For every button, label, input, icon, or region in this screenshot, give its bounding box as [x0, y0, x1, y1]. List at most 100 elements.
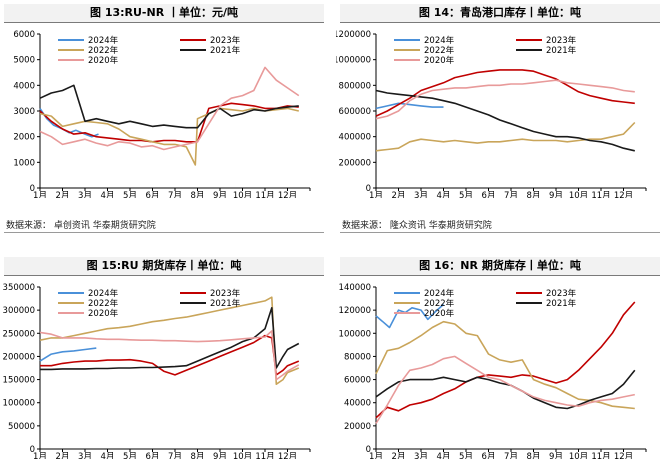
- series-line-2021年: [40, 306, 300, 371]
- legend-label: 2023年: [210, 288, 241, 299]
- y-tick-label: 50000: [8, 422, 35, 432]
- chart-ru-nr: 0 1000 2000 3000 4000 5000 6000 1月 2月 3月 4月 5月 6月 7月 8…: [13, 30, 311, 198]
- x-tick-label: 3月: [78, 452, 92, 459]
- legend-label: 2022年: [88, 298, 119, 309]
- x-tick-label: 10月: [233, 191, 252, 198]
- x-tick-label: 11月: [591, 191, 610, 198]
- y-tick-label: 1000000: [336, 56, 371, 66]
- x-tick-label: 7月: [168, 452, 182, 459]
- chart-panel-qingdao-inventory: 图 14：青岛港口库存丨单位：吨 0 200000 400000 600000 8000…: [336, 0, 664, 233]
- chart-nr-futures-inventory: 0 20000 40000 60000 80000 100000 120000 140000 1…: [339, 283, 647, 459]
- series-line-2024年: [375, 102, 444, 110]
- y-tick-label: 0: [366, 184, 371, 194]
- legend-label: 2024年: [424, 288, 455, 299]
- x-tick-label: 4月: [101, 452, 115, 459]
- series-line-2022年: [375, 121, 636, 152]
- legend-label: 2022年: [88, 45, 119, 56]
- y-tick-label: 350000: [3, 283, 35, 293]
- x-tick-label: 9月: [549, 191, 563, 198]
- series-line-2020年: [375, 355, 635, 424]
- x-tick-label: 4月: [437, 452, 451, 459]
- legend-label: 2021年: [546, 45, 577, 56]
- y-tick-label: 0: [30, 184, 35, 194]
- y-tick-label: 20000: [344, 422, 371, 432]
- title-divider: [4, 22, 324, 23]
- x-tick-label: 12月: [614, 452, 633, 459]
- y-tick-label: 200000: [3, 352, 35, 362]
- bottom-divider: [4, 232, 324, 233]
- series-line-2024年: [39, 347, 97, 362]
- series-line-2020年: [39, 330, 300, 381]
- series-line-2020年: [39, 66, 300, 151]
- legend-label: 2022年: [424, 298, 455, 309]
- legend-label: 2021年: [546, 298, 577, 309]
- chart-title: 图 14：青岛港口库存丨单位：吨: [340, 4, 660, 22]
- x-tick-label: 6月: [482, 191, 496, 198]
- series-line-2023年: [40, 334, 300, 376]
- y-tick-label: 3000: [13, 107, 35, 117]
- chart-title: 图 16：NR 期货库存丨单位：吨: [340, 257, 660, 275]
- x-tick-label: 7月: [168, 191, 182, 198]
- legend-label: 2024年: [424, 35, 455, 46]
- x-tick-label: 1月: [33, 452, 47, 459]
- x-tick-label: 11月: [255, 452, 274, 459]
- series-line-2022年: [39, 107, 299, 166]
- source-note: 数据来源： 隆众资讯 华泰期货研究院: [342, 221, 492, 231]
- legend-label: 2021年: [210, 298, 241, 309]
- x-tick-label: 1月: [369, 191, 383, 198]
- series-line-2024年: [375, 303, 445, 329]
- legend-label: 2023年: [546, 35, 577, 46]
- legend-label: 2024年: [88, 288, 119, 299]
- series-line-2023年: [39, 102, 299, 143]
- x-tick-label: 5月: [123, 452, 137, 459]
- y-tick-label: 1000: [13, 158, 35, 168]
- x-tick-label: 6月: [146, 452, 160, 459]
- y-tick-label: 5000: [13, 56, 35, 66]
- series-line-2021年: [39, 84, 299, 129]
- legend-label: 2021年: [210, 45, 241, 56]
- series-line-2023年: [375, 301, 636, 419]
- x-tick-label: 5月: [459, 191, 473, 198]
- x-tick-label: 1月: [33, 191, 47, 198]
- legend-label: 2020年: [88, 55, 119, 66]
- legend-label: 2020年: [424, 308, 455, 319]
- x-tick-label: 2月: [392, 452, 406, 459]
- y-tick-label: 60000: [344, 376, 371, 386]
- y-tick-label: 0: [366, 445, 371, 455]
- x-tick-label: 4月: [101, 191, 115, 198]
- legend-label: 2020年: [424, 55, 455, 66]
- x-tick-label: 7月: [504, 191, 518, 198]
- y-tick-label: 200000: [339, 158, 371, 168]
- chart-title: 图 15:RU 期货库存丨单位：吨: [4, 257, 324, 275]
- legend-label: 2020年: [88, 308, 119, 319]
- x-tick-label: 8月: [191, 191, 205, 198]
- x-tick-label: 6月: [146, 191, 160, 198]
- y-tick-label: 300000: [3, 306, 35, 316]
- x-tick-label: 12月: [278, 191, 297, 198]
- x-tick-label: 3月: [414, 191, 428, 198]
- y-tick-label: 150000: [3, 376, 35, 386]
- x-tick-label: 7月: [504, 452, 518, 459]
- chart-title: 图 13:RU-NR 丨单位：元/吨: [4, 4, 324, 22]
- x-tick-label: 11月: [255, 191, 274, 198]
- source-note: 数据来源： 卓创资讯 华泰期货研究院: [6, 221, 156, 231]
- x-tick-label: 5月: [459, 452, 473, 459]
- chart-ru-futures-inventory: 0 50000 100000 150000 200000 250000 300000 3500…: [3, 283, 311, 459]
- x-tick-label: 12月: [614, 191, 633, 198]
- y-tick-label: 250000: [3, 329, 35, 339]
- y-tick-label: 800000: [339, 81, 371, 91]
- y-tick-label: 6000: [13, 30, 35, 40]
- y-tick-label: 140000: [339, 283, 371, 293]
- y-tick-label: 600000: [339, 107, 371, 117]
- y-tick-label: 80000: [344, 352, 371, 362]
- y-tick-label: 40000: [344, 399, 371, 409]
- x-tick-label: 11月: [591, 452, 610, 459]
- title-divider: [340, 275, 660, 276]
- x-tick-label: 9月: [213, 452, 227, 459]
- x-tick-label: 6月: [482, 452, 496, 459]
- x-tick-label: 1月: [369, 452, 383, 459]
- y-tick-label: 100000: [3, 399, 35, 409]
- legend-label: 2023年: [546, 288, 577, 299]
- chart-panel-ru-nr: 图 13:RU-NR 丨单位：元/吨 0 1000 2000 3000 4000 5000…: [0, 0, 328, 233]
- x-tick-label: 8月: [527, 452, 541, 459]
